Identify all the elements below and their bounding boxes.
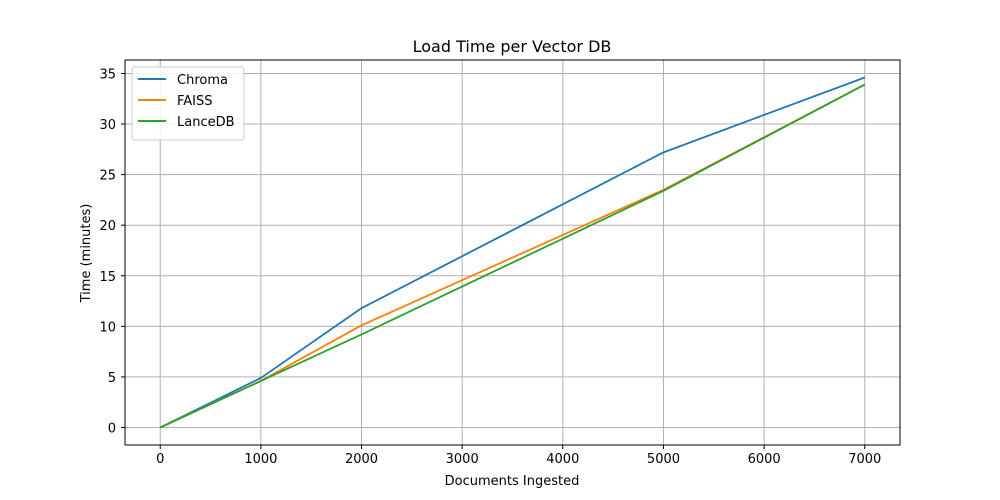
x-tick-label: 6000 xyxy=(748,452,781,467)
chart-title: Load Time per Vector DB xyxy=(413,37,612,56)
series-line-chroma xyxy=(159,76,866,429)
series-line-lancedb xyxy=(159,83,866,429)
y-tick-label: 0 xyxy=(108,422,116,437)
y-tick-label: 10 xyxy=(99,320,116,335)
y-axis-title: Time (minutes) xyxy=(79,204,94,304)
y-tick-label: 35 xyxy=(99,67,116,82)
legend: Chroma FAISS LanceDB xyxy=(131,66,245,141)
legend-label-faiss: FAISS xyxy=(177,94,213,109)
y-tick-label: 30 xyxy=(99,118,116,133)
x-tick-label: 3000 xyxy=(446,452,479,467)
x-tick-label: 2000 xyxy=(345,452,378,467)
series-layer xyxy=(159,76,866,429)
x-tick-label: 7000 xyxy=(848,452,881,467)
x-axis-ticks: 0 1000 2000 3000 4000 5000 6000 7000 xyxy=(156,445,881,467)
y-tick-label: 20 xyxy=(99,219,116,234)
x-tick-label: 0 xyxy=(156,452,164,467)
y-tick-label: 5 xyxy=(108,371,116,386)
legend-label-lancedb: LanceDB xyxy=(177,115,235,130)
plot-frame xyxy=(124,59,901,446)
series-line-faiss xyxy=(159,83,866,429)
x-tick-label: 4000 xyxy=(546,452,579,467)
grid xyxy=(125,60,900,445)
y-tick-label: 25 xyxy=(99,169,116,184)
y-axis-ticks: 0 5 10 15 20 25 30 35 xyxy=(99,67,125,437)
legend-label-chroma: Chroma xyxy=(177,73,228,88)
x-tick-label: 5000 xyxy=(647,452,680,467)
x-tick-label: 1000 xyxy=(244,452,277,467)
y-tick-label: 15 xyxy=(99,270,116,285)
x-axis-title: Documents Ingested xyxy=(445,474,580,489)
